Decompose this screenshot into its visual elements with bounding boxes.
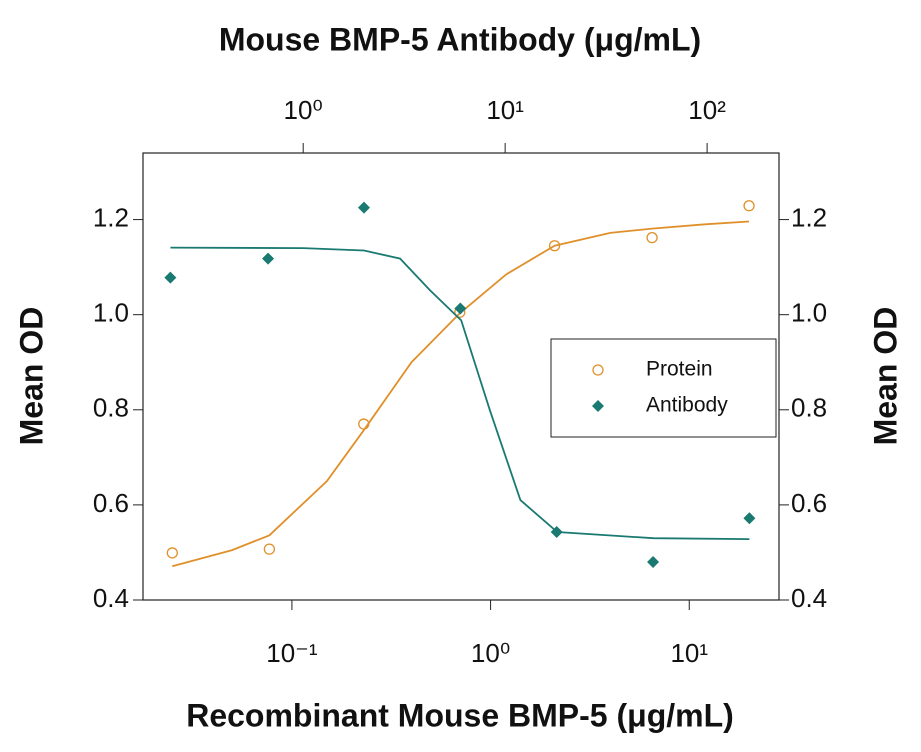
point <box>550 525 563 538</box>
point <box>454 302 467 315</box>
point <box>263 543 276 555</box>
y-axis-title: Mean OD <box>13 307 49 446</box>
point <box>548 240 561 252</box>
point <box>166 547 178 559</box>
legend-label: Antibody <box>646 394 728 417</box>
y-tick-label: 1.0 <box>93 298 129 328</box>
x-tick-label: 10¹ <box>670 638 708 668</box>
y-tick-label: 1.2 <box>93 202 129 232</box>
point <box>358 418 370 430</box>
x-tick-label: 10⁰ <box>471 638 510 668</box>
y-tick-label: 0.6 <box>93 488 129 518</box>
x2-axis-title: Mouse BMP-5 Antibody (μg/mL) <box>219 21 701 57</box>
x2-tick-label: 10² <box>688 95 726 125</box>
legend-box <box>550 338 777 438</box>
x-axis-title: Recombinant Mouse BMP-5 (μg/mL) <box>186 697 734 733</box>
point <box>357 201 370 214</box>
y-tick-label: 0.4 <box>93 583 129 613</box>
y2-axis-title: Mean OD <box>867 307 903 446</box>
point <box>262 252 275 265</box>
point <box>646 231 658 244</box>
y-tick-label: 0.8 <box>93 393 129 423</box>
legend-marker <box>592 364 604 376</box>
y2-tick-label: 0.4 <box>791 583 827 613</box>
point <box>743 200 755 212</box>
x2-tick-label: 10⁰ <box>284 95 323 125</box>
fit-curve <box>170 246 750 540</box>
legend-label: Protein <box>646 358 713 381</box>
y2-tick-label: 1.2 <box>791 202 827 232</box>
x2-tick-label: 10¹ <box>486 95 524 125</box>
legend-marker <box>592 400 604 412</box>
point <box>647 555 660 568</box>
x-tick-label: 10⁻¹ <box>266 638 318 668</box>
point <box>164 271 177 284</box>
y2-tick-label: 0.6 <box>791 488 827 518</box>
y2-tick-label: 1.0 <box>791 298 827 328</box>
plot-frame <box>142 152 780 601</box>
point <box>743 512 756 525</box>
y2-tick-label: 0.8 <box>791 393 827 423</box>
